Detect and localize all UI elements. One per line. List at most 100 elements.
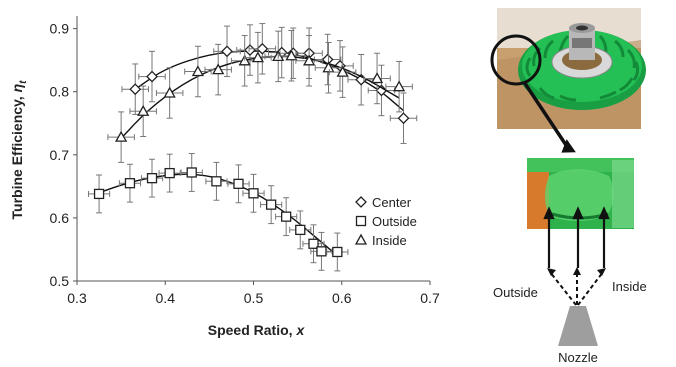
- legend-item-inside: Inside: [354, 233, 407, 248]
- legend-item-center: Center: [355, 195, 412, 210]
- data-point-inside: [155, 67, 184, 119]
- fit-curve-inside: [120, 55, 400, 139]
- marker-square: [308, 238, 319, 249]
- data-point-inside: [277, 30, 306, 82]
- zoom-arrow: [522, 81, 570, 149]
- x-tick-label: 0.6: [332, 290, 352, 306]
- data-point-outside: [242, 173, 265, 213]
- marker-triangle: [393, 80, 406, 92]
- marker-triangle: [191, 65, 205, 77]
- data-point-center: [367, 64, 396, 117]
- legend-diamond-marker: [355, 196, 367, 208]
- marker-triangle: [302, 54, 316, 66]
- data-point-outside: [227, 164, 250, 204]
- marker-square: [265, 199, 277, 210]
- highlight-circle: [490, 34, 542, 86]
- data-point-inside: [385, 60, 413, 113]
- y-tick-label: 0.9: [50, 21, 70, 37]
- legend-item-outside: Outside: [355, 214, 417, 229]
- marker-diamond: [244, 44, 256, 56]
- marker-square: [295, 224, 306, 236]
- turbine-diagram: Outside Inside Nozzle: [490, 8, 647, 365]
- label-nozzle: Nozzle: [558, 350, 598, 365]
- nozzle-shape: [558, 306, 598, 346]
- marker-square: [93, 188, 105, 200]
- data-point-inside: [314, 42, 343, 94]
- data-point-outside: [289, 210, 312, 250]
- data-point-inside: [363, 52, 391, 105]
- legend-label-outside: Outside: [372, 214, 417, 229]
- data-point-outside: [310, 231, 333, 271]
- marker-diamond: [397, 112, 410, 125]
- marker-square: [211, 176, 222, 187]
- nozzle-jets-dashed: [549, 271, 604, 306]
- x-axis-label: Speed Ratio, x: [208, 322, 306, 338]
- data-point-center: [313, 33, 342, 86]
- marker-diamond: [375, 84, 388, 97]
- marker-triangle: [115, 130, 128, 142]
- data-point-inside: [328, 46, 357, 98]
- data-point-outside: [158, 153, 181, 193]
- data-point-inside: [244, 31, 272, 84]
- y-tick-label: 0.7: [50, 147, 70, 163]
- marker-square: [281, 211, 292, 222]
- data-point-inside: [107, 111, 135, 163]
- marker-square: [186, 167, 197, 178]
- marker-square: [146, 173, 158, 184]
- data-layer: [87, 23, 418, 272]
- data-point-outside: [302, 224, 325, 264]
- data-point-outside: [140, 158, 164, 198]
- marker-square: [124, 178, 136, 189]
- data-point-outside: [326, 232, 349, 272]
- marker-square: [233, 178, 244, 189]
- marker-diamond: [129, 83, 142, 96]
- marker-square: [332, 246, 343, 258]
- marker-diamond: [221, 45, 233, 58]
- marker-square: [248, 188, 259, 199]
- zoom-arrowhead-icon: [561, 139, 576, 153]
- marker-triangle: [336, 65, 349, 77]
- data-point-outside: [180, 153, 203, 192]
- data-point-center: [389, 92, 418, 144]
- marker-triangle: [137, 104, 150, 116]
- legend-label-center: Center: [372, 195, 412, 210]
- ticks-layer: 0.3 0.4 0.5 0.6 0.7 0.5 0.6 0.7 0.8 0.9: [50, 21, 440, 306]
- marker-square: [316, 246, 327, 257]
- data-point-center: [121, 63, 149, 115]
- data-point-outside: [260, 185, 283, 225]
- data-point-outside: [118, 163, 142, 203]
- data-point-center: [248, 23, 277, 75]
- data-point-center: [347, 53, 375, 106]
- legend: Center Outside Inside: [354, 195, 417, 248]
- data-point-inside: [129, 85, 157, 138]
- legend-triangle-marker: [354, 233, 368, 245]
- y-axis-label: Turbine Efficiency, ηt: [9, 80, 29, 220]
- marker-triangle: [285, 49, 298, 61]
- data-point-outside: [205, 161, 228, 201]
- data-point-outside: [275, 197, 298, 237]
- x-tick-label: 0.3: [67, 290, 87, 306]
- jet-arrows: [543, 206, 610, 268]
- y-tick-label: 0.5: [50, 273, 70, 289]
- legend-label-inside: Inside: [372, 233, 407, 248]
- marker-triangle: [212, 63, 225, 75]
- marker-diamond: [256, 42, 269, 55]
- x-tick-label: 0.4: [156, 290, 176, 306]
- marker-diamond: [146, 70, 158, 83]
- data-point-inside: [295, 35, 323, 87]
- turbine-photo: [490, 8, 646, 129]
- label-inside: Inside: [612, 279, 647, 294]
- data-point-inside: [204, 43, 232, 96]
- marker-triangle: [370, 72, 384, 84]
- legend-square-marker: [355, 215, 367, 227]
- x-tick-label: 0.7: [420, 290, 440, 306]
- data-point-outside: [87, 174, 111, 214]
- marker-square: [164, 167, 175, 179]
- label-outside: Outside: [493, 285, 538, 300]
- data-point-center: [138, 50, 166, 103]
- data-point-inside: [184, 45, 212, 98]
- data-point-center: [236, 24, 264, 76]
- marker-triangle: [251, 51, 265, 63]
- y-tick-label: 0.6: [50, 210, 70, 226]
